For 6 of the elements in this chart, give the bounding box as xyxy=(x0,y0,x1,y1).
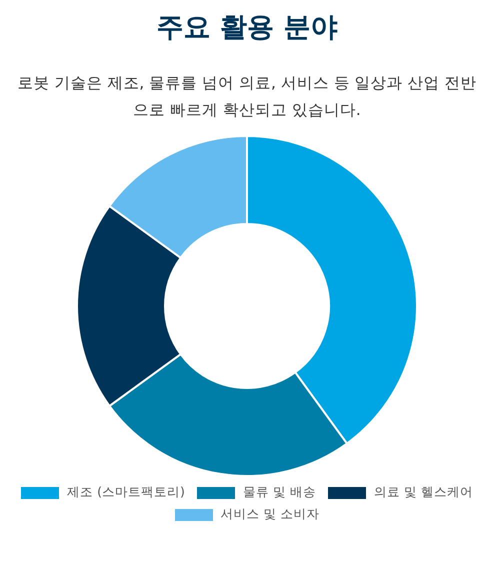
legend-label: 물류 및 배송 xyxy=(242,484,316,501)
legend-label: 제조 (스마트팩토리) xyxy=(67,484,185,501)
chart-subtitle: 로봇 기술은 제조, 물류를 넘어 의료, 서비스 등 일상과 산업 전반으로 빠르게 확산되고 있습니다. xyxy=(17,73,477,121)
chart-title: 주요 활용 분야 xyxy=(156,11,338,45)
legend-label: 서비스 및 소비자 xyxy=(220,506,320,523)
legend-label: 의료 및 헬스케어 xyxy=(374,484,473,501)
